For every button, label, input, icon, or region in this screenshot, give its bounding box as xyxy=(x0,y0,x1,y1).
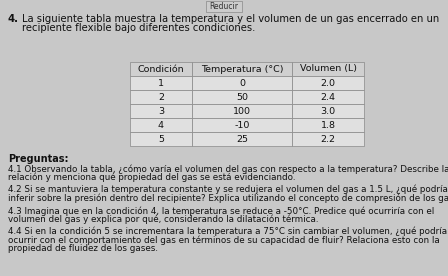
Bar xyxy=(192,132,292,146)
Text: 4.1 Observando la tabla, ¿cómo varía el volumen del gas con respecto a la temper: 4.1 Observando la tabla, ¿cómo varía el … xyxy=(8,164,448,174)
Bar xyxy=(292,76,364,90)
Text: 3.0: 3.0 xyxy=(320,107,336,115)
Bar xyxy=(192,104,292,118)
Bar xyxy=(292,104,364,118)
Text: 0: 0 xyxy=(239,78,245,87)
Text: -10: -10 xyxy=(234,121,250,129)
Text: Condición: Condición xyxy=(138,65,184,73)
Bar xyxy=(292,132,364,146)
Text: 2.2: 2.2 xyxy=(320,134,336,144)
Text: 2.4: 2.4 xyxy=(320,92,336,102)
Bar xyxy=(130,118,192,132)
Text: Reducir: Reducir xyxy=(210,2,238,11)
Text: La siguiente tabla muestra la temperatura y el volumen de un gas encerrado en un: La siguiente tabla muestra la temperatur… xyxy=(22,14,439,24)
Bar xyxy=(192,62,292,76)
Text: 4.: 4. xyxy=(8,14,19,24)
Bar xyxy=(192,76,292,90)
Bar xyxy=(130,132,192,146)
Text: 4: 4 xyxy=(158,121,164,129)
Text: 25: 25 xyxy=(236,134,248,144)
Text: 1.8: 1.8 xyxy=(320,121,336,129)
Bar xyxy=(192,90,292,104)
Text: 50: 50 xyxy=(236,92,248,102)
Bar xyxy=(292,118,364,132)
Text: 2.0: 2.0 xyxy=(320,78,336,87)
Bar xyxy=(130,76,192,90)
Bar xyxy=(130,104,192,118)
Text: Volumen (L): Volumen (L) xyxy=(300,65,357,73)
Text: 5: 5 xyxy=(158,134,164,144)
Bar xyxy=(292,90,364,104)
Text: 1: 1 xyxy=(158,78,164,87)
Text: volumen del gas y explica por qué, considerando la dilatación térmica.: volumen del gas y explica por qué, consi… xyxy=(8,214,319,224)
Text: propiedad de fluidez de los gases.: propiedad de fluidez de los gases. xyxy=(8,244,158,253)
Text: 4.2 Si se mantuviera la temperatura constante y se redujera el volumen del gas a: 4.2 Si se mantuviera la temperatura cons… xyxy=(8,185,448,195)
Text: 4.3 Imagina que en la condición 4, la temperatura se reduce a -50°C. Predice qué: 4.3 Imagina que en la condición 4, la te… xyxy=(8,206,434,216)
Text: inferir sobre la presión dentro del recipiente? Explica utilizando el concepto d: inferir sobre la presión dentro del reci… xyxy=(8,193,448,203)
Text: 4.4 Si en la condición 5 se incrementara la temperatura a 75°C sin cambiar el vo: 4.4 Si en la condición 5 se incrementara… xyxy=(8,227,447,237)
Text: 3: 3 xyxy=(158,107,164,115)
Text: relación y menciona qué propiedad del gas se está evidenciando.: relación y menciona qué propiedad del ga… xyxy=(8,172,296,182)
Text: 100: 100 xyxy=(233,107,251,115)
Text: Temperatura (°C): Temperatura (°C) xyxy=(201,65,283,73)
Bar xyxy=(192,118,292,132)
Bar xyxy=(130,90,192,104)
Bar xyxy=(130,62,192,76)
Bar xyxy=(292,62,364,76)
Text: ocurrir con el comportamiento del gas en términos de su capacidad de fluir? Rela: ocurrir con el comportamiento del gas en… xyxy=(8,235,440,245)
Text: recipiente flexible bajo diferentes condiciones.: recipiente flexible bajo diferentes cond… xyxy=(22,23,255,33)
Bar xyxy=(206,1,242,12)
Text: 2: 2 xyxy=(158,92,164,102)
Text: Preguntas:: Preguntas: xyxy=(8,154,69,164)
